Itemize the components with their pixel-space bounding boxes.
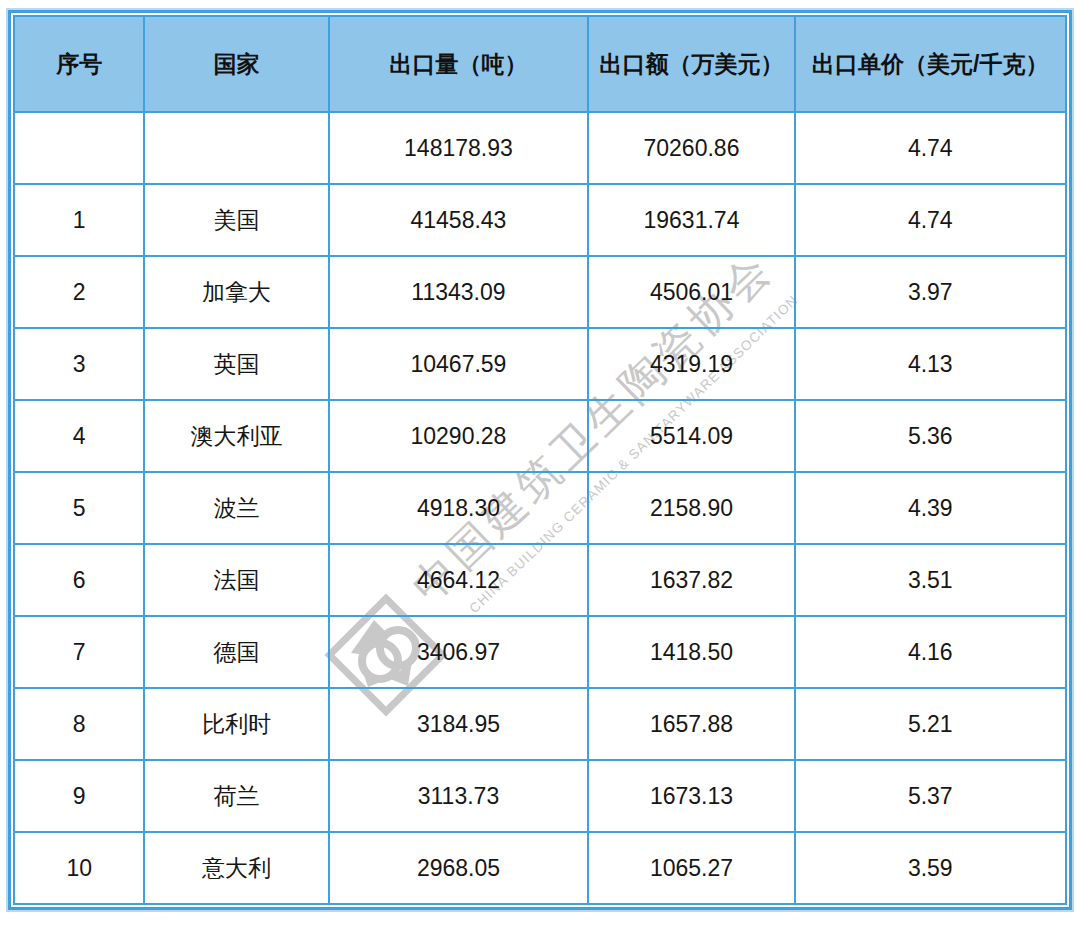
cell-export-volume: 10290.28 — [329, 400, 589, 472]
cell-country: 加拿大 — [144, 256, 328, 328]
cell-export-unit-price: 4.74 — [795, 112, 1066, 184]
cell-export-value: 5514.09 — [588, 400, 794, 472]
cell-no: 1 — [14, 184, 144, 256]
column-header-no: 序号 — [14, 16, 144, 112]
cell-country — [144, 112, 328, 184]
cell-export-value: 1418.50 — [588, 616, 794, 688]
cell-country: 荷兰 — [144, 760, 328, 832]
cell-country: 比利时 — [144, 688, 328, 760]
column-header-export-unit-price: 出口单价（美元/千克） — [795, 16, 1066, 112]
cell-no: 4 — [14, 400, 144, 472]
cell-export-volume: 148178.93 — [329, 112, 589, 184]
cell-export-value: 1657.88 — [588, 688, 794, 760]
cell-country: 波兰 — [144, 472, 328, 544]
column-header-export-value: 出口额（万美元） — [588, 16, 794, 112]
column-header-export-volume: 出口量（吨） — [329, 16, 589, 112]
export-table-frame: 序号 国家 出口量（吨） 出口额（万美元） 出口单价（美元/千克） 148178… — [8, 10, 1072, 910]
table-row: 7德国3406.971418.504.16 — [14, 616, 1066, 688]
table-row: 1美国41458.4319631.744.74 — [14, 184, 1066, 256]
table-row: 5波兰4918.302158.904.39 — [14, 472, 1066, 544]
cell-country: 英国 — [144, 328, 328, 400]
cell-export-volume: 3113.73 — [329, 760, 589, 832]
cell-country: 美国 — [144, 184, 328, 256]
cell-export-unit-price: 4.13 — [795, 328, 1066, 400]
cell-export-value: 1065.27 — [588, 832, 794, 904]
cell-export-value: 4506.01 — [588, 256, 794, 328]
cell-export-value: 4319.19 — [588, 328, 794, 400]
cell-export-unit-price: 4.74 — [795, 184, 1066, 256]
cell-no: 10 — [14, 832, 144, 904]
cell-no: 3 — [14, 328, 144, 400]
table-row: 2加拿大11343.094506.013.97 — [14, 256, 1066, 328]
cell-export-volume: 4664.12 — [329, 544, 589, 616]
table-row: 10意大利2968.051065.273.59 — [14, 832, 1066, 904]
table-row: 148178.9370260.864.74 — [14, 112, 1066, 184]
cell-export-unit-price: 5.21 — [795, 688, 1066, 760]
cell-no: 8 — [14, 688, 144, 760]
cell-export-unit-price: 5.36 — [795, 400, 1066, 472]
cell-export-value: 1673.13 — [588, 760, 794, 832]
cell-export-unit-price: 5.37 — [795, 760, 1066, 832]
cell-export-volume: 2968.05 — [329, 832, 589, 904]
cell-export-unit-price: 4.16 — [795, 616, 1066, 688]
cell-export-unit-price: 4.39 — [795, 472, 1066, 544]
cell-export-value: 19631.74 — [588, 184, 794, 256]
cell-export-unit-price: 3.51 — [795, 544, 1066, 616]
export-table: 序号 国家 出口量（吨） 出口额（万美元） 出口单价（美元/千克） 148178… — [13, 15, 1067, 905]
table-body: 148178.9370260.864.741美国41458.4319631.74… — [14, 112, 1066, 904]
table-row: 4澳大利亚10290.285514.095.36 — [14, 400, 1066, 472]
cell-export-value: 2158.90 — [588, 472, 794, 544]
cell-export-unit-price: 3.59 — [795, 832, 1066, 904]
cell-export-volume: 10467.59 — [329, 328, 589, 400]
cell-country: 意大利 — [144, 832, 328, 904]
cell-no: 7 — [14, 616, 144, 688]
header-row: 序号 国家 出口量（吨） 出口额（万美元） 出口单价（美元/千克） — [14, 16, 1066, 112]
table-row: 8比利时3184.951657.885.21 — [14, 688, 1066, 760]
cell-export-volume: 3406.97 — [329, 616, 589, 688]
table-row: 6法国4664.121637.823.51 — [14, 544, 1066, 616]
cell-no: 6 — [14, 544, 144, 616]
cell-no: 9 — [14, 760, 144, 832]
cell-country: 德国 — [144, 616, 328, 688]
table-row: 3英国10467.594319.194.13 — [14, 328, 1066, 400]
cell-export-volume: 41458.43 — [329, 184, 589, 256]
cell-no: 5 — [14, 472, 144, 544]
cell-export-volume: 4918.30 — [329, 472, 589, 544]
page: 中国建筑卫生陶瓷协会 CHINA BUILDING CERAMIC & SANI… — [0, 0, 1080, 933]
column-header-country: 国家 — [144, 16, 328, 112]
table-row: 9荷兰3113.731673.135.37 — [14, 760, 1066, 832]
cell-export-value: 1637.82 — [588, 544, 794, 616]
cell-export-volume: 11343.09 — [329, 256, 589, 328]
cell-no: 2 — [14, 256, 144, 328]
cell-no — [14, 112, 144, 184]
cell-export-volume: 3184.95 — [329, 688, 589, 760]
cell-export-unit-price: 3.97 — [795, 256, 1066, 328]
cell-country: 法国 — [144, 544, 328, 616]
cell-export-value: 70260.86 — [588, 112, 794, 184]
cell-country: 澳大利亚 — [144, 400, 328, 472]
